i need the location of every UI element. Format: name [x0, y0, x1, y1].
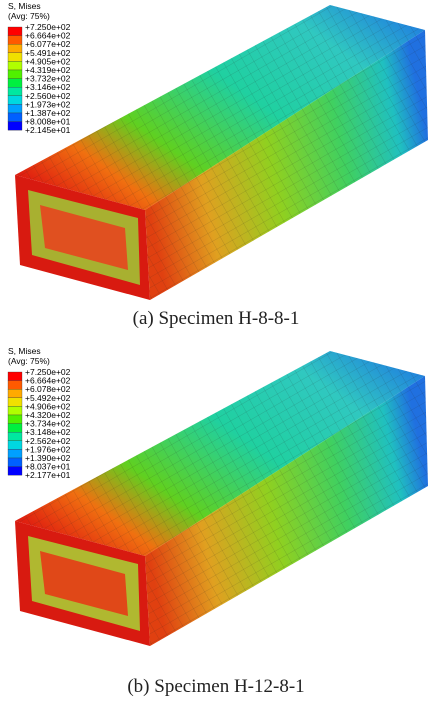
legend-swatch — [8, 467, 22, 476]
legend-swatch — [8, 449, 22, 458]
legend-swatch — [8, 424, 22, 433]
legend-subtitle: (Avg: 75%) — [8, 356, 50, 366]
legend-swatch — [8, 79, 22, 88]
legend-label: +2.145e+01 — [25, 125, 71, 135]
legend-title: S, Mises — [8, 346, 41, 356]
legend-subtitle: (Avg: 75%) — [8, 11, 50, 21]
legend-swatch — [8, 27, 22, 36]
legend-swatch — [8, 122, 22, 131]
legend-swatch — [8, 44, 22, 53]
legend-swatch — [8, 441, 22, 450]
legend-swatch — [8, 87, 22, 96]
legend-swatch — [8, 389, 22, 398]
legend-swatch — [8, 104, 22, 113]
legend-swatch — [8, 96, 22, 105]
legend-swatch — [8, 381, 22, 390]
legend-swatch — [8, 70, 22, 79]
model-image — [15, 351, 428, 646]
legend-swatch — [8, 372, 22, 381]
legend-swatch — [8, 406, 22, 415]
caption: (b) Specimen H-12-8-1 — [127, 676, 304, 697]
figure: (a) Specimen H-8-8-1 (b) Specimen H-12-8… — [0, 0, 433, 702]
legend-swatch — [8, 415, 22, 424]
legend-swatch — [8, 432, 22, 441]
legend-title: S, Mises — [8, 1, 41, 11]
legend-label: +2.177e+01 — [25, 470, 71, 480]
legend-swatch — [8, 398, 22, 407]
legend-swatch — [8, 113, 22, 122]
legend-swatch — [8, 36, 22, 45]
legend-swatch — [8, 61, 22, 70]
legend-swatch — [8, 458, 22, 467]
legend-swatch — [8, 53, 22, 62]
model-image — [15, 5, 428, 300]
caption: (a) Specimen H-8-8-1 — [133, 308, 300, 329]
